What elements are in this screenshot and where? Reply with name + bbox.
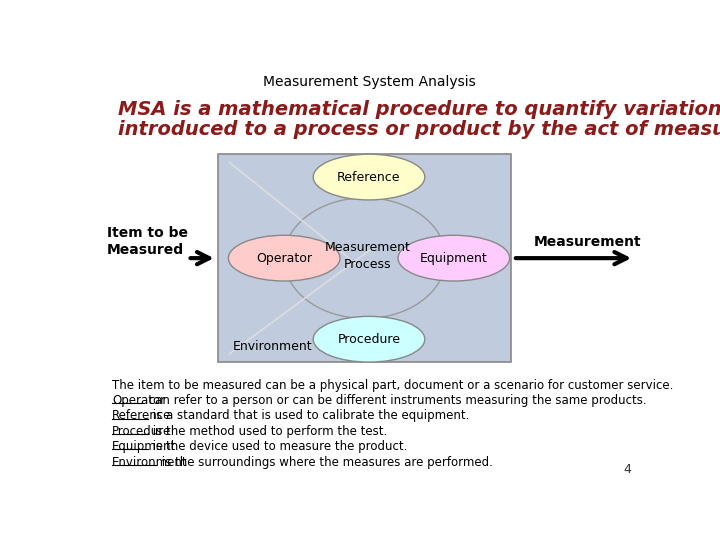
Text: Measurement: Measurement [325, 241, 410, 254]
Text: Reference: Reference [112, 409, 171, 422]
Text: Equipment: Equipment [420, 252, 487, 265]
Text: Environment: Environment [233, 340, 312, 353]
Text: is a standard that is used to calibrate the equipment.: is a standard that is used to calibrate … [149, 409, 469, 422]
Text: Item to be
Measured: Item to be Measured [107, 226, 188, 256]
Ellipse shape [398, 235, 510, 281]
Text: is the device used to measure the product.: is the device used to measure the produc… [149, 440, 408, 453]
Text: Reference: Reference [337, 171, 401, 184]
Text: The item to be measured can be a physical part, document or a scenario for custo: The item to be measured can be a physica… [112, 379, 674, 392]
Text: Operator: Operator [256, 252, 312, 265]
Text: MSA is a mathematical procedure to quantify variation: MSA is a mathematical procedure to quant… [118, 100, 720, 119]
Text: is the method used to perform the test.: is the method used to perform the test. [149, 425, 387, 438]
Text: is the surroundings where the measures are performed.: is the surroundings where the measures a… [158, 456, 492, 469]
Text: Environment: Environment [112, 456, 188, 469]
Ellipse shape [313, 154, 425, 200]
Text: Procedure: Procedure [338, 333, 400, 346]
Bar [218, 154, 511, 362]
Text: Operator: Operator [112, 394, 166, 407]
Text: Measurement: Measurement [534, 234, 642, 248]
Text: introduced to a process or product by the act of measuring.: introduced to a process or product by th… [118, 120, 720, 139]
Text: Procedure: Procedure [112, 425, 171, 438]
Text: 4: 4 [624, 463, 631, 476]
Ellipse shape [313, 316, 425, 362]
Text: Measurement System Analysis: Measurement System Analysis [263, 75, 475, 89]
Text: Equipment: Equipment [112, 440, 176, 453]
Ellipse shape [228, 235, 340, 281]
Text: can refer to a person or can be different instruments measuring the same product: can refer to a person or can be differen… [145, 394, 647, 407]
Text: Process: Process [344, 258, 392, 271]
